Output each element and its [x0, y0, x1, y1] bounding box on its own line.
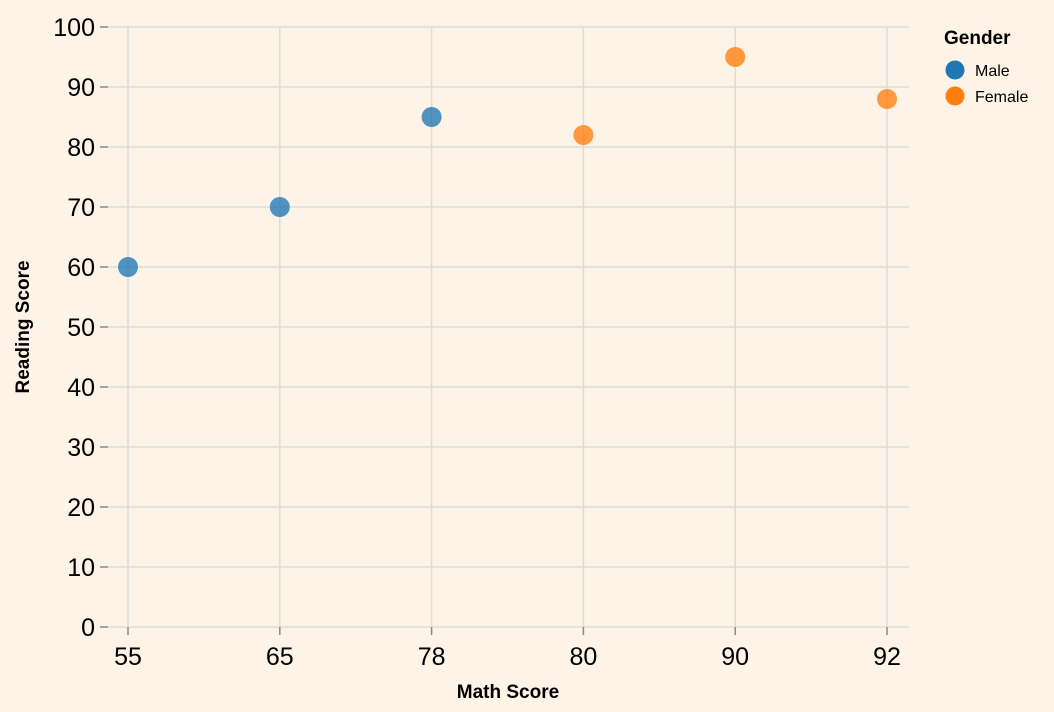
y-tick-label: 30 — [67, 434, 95, 462]
points-layer — [118, 47, 897, 277]
legend-label-male: Male — [975, 63, 1010, 80]
grid-layer — [108, 26, 909, 628]
y-tick-label: 20 — [67, 494, 95, 522]
legend-label-female: Female — [975, 89, 1028, 106]
y-tick-label: 0 — [81, 614, 95, 642]
data-point-male[interactable] — [118, 257, 138, 277]
y-axis-title: Reading Score — [13, 260, 34, 393]
legend: Gender Male Female — [944, 28, 1028, 106]
axis-layer: 0 10 20 30 40 50 60 70 80 90 100 55 65 78 80 90 92 — [53, 14, 901, 671]
x-tick-label: 80 — [569, 643, 597, 671]
x-tick-label: 92 — [873, 643, 901, 671]
x-axis-title: Math Score — [457, 682, 559, 703]
data-point-male[interactable] — [269, 197, 290, 217]
x-tick-label: 65 — [266, 643, 294, 671]
legend-symbol-male — [945, 60, 965, 80]
legend-items: Male Female — [945, 60, 1028, 106]
y-tick-label: 40 — [67, 374, 95, 402]
y-tick-label: 70 — [67, 194, 95, 222]
data-point-female[interactable] — [877, 89, 897, 109]
data-point-male[interactable] — [421, 107, 442, 127]
y-tick-label: 90 — [67, 74, 95, 102]
y-tick-label: 10 — [67, 554, 95, 582]
data-point-female[interactable] — [573, 125, 594, 145]
x-tick-label: 90 — [721, 643, 749, 671]
x-tick-label: 78 — [418, 643, 446, 671]
y-tick-label: 60 — [67, 254, 95, 282]
y-tick-label: 100 — [53, 14, 95, 42]
x-tick-label: 55 — [114, 643, 142, 671]
y-tick-label: 50 — [67, 314, 95, 342]
legend-symbol-female — [945, 86, 965, 106]
legend-title: Gender — [944, 28, 1011, 49]
data-point-female[interactable] — [725, 47, 746, 67]
y-tick-label: 80 — [67, 134, 95, 162]
